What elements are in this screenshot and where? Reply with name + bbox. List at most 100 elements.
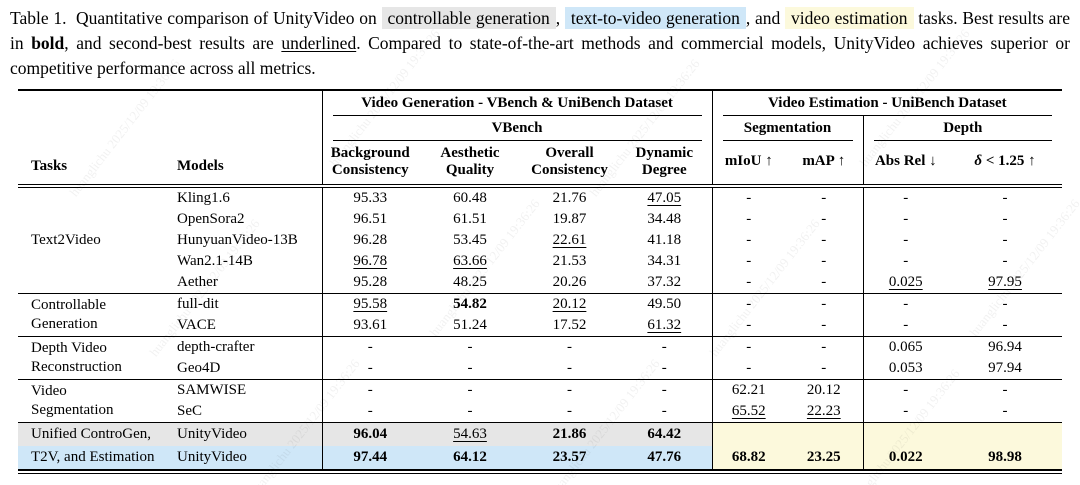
metric-cell: 96.78 <box>321 250 418 272</box>
metric-cell: 62.21 <box>711 378 786 401</box>
metric-cell: 20.12 <box>522 292 617 315</box>
metric-cell: 96.04 <box>321 421 418 446</box>
results-table-wrapper: Tasks Models Video Generation - VBench &… <box>18 88 1063 474</box>
metric-cell: 49.50 <box>617 292 713 315</box>
metric-cell: - <box>617 335 713 358</box>
metric-cell: 0.025 <box>862 271 949 294</box>
metric-cell: 0.022 <box>862 445 949 470</box>
metric-cell: - <box>711 314 786 337</box>
metric-cell: - <box>711 292 786 315</box>
col-header-aesthetic-quality: Aesthetic Quality <box>440 144 500 178</box>
metric-cell: - <box>948 378 1063 401</box>
group-header-video-estimation: Video Estimation - UniBench Dataset <box>711 88 1063 116</box>
table-row: HunyuanVideo-13B 96.28 53.45 22.61 41.18… <box>18 229 1062 251</box>
col-header-tasks: Tasks <box>18 88 170 185</box>
table-row: Depth Video Reconstruction depth-crafter… <box>18 335 1063 380</box>
metric-cell: 51.24 <box>453 316 487 333</box>
metric-cell: 0.065 <box>862 335 949 358</box>
metric-cell: - <box>862 314 949 337</box>
metric-cell <box>711 421 786 446</box>
metric-cell: - <box>862 208 949 230</box>
metric-cell: - <box>862 292 949 315</box>
metric-cell: - <box>711 208 786 230</box>
metric-cell: - <box>862 187 949 209</box>
metric-cell: 0.053 <box>862 357 949 380</box>
metric-cell: - <box>785 292 864 315</box>
metric-cell: 34.31 <box>647 252 682 269</box>
metric-cell: 54.63 <box>418 421 522 446</box>
model-name: UnityVideo <box>170 421 322 446</box>
metric-cell: 34.48 <box>647 210 682 227</box>
metric-cell: 98.98 <box>948 445 1063 470</box>
table-row: Video Segmentation SAMWISE - - - - 62.21… <box>18 378 1063 423</box>
metric-cell: - <box>862 229 949 251</box>
task-label: T2V, and Estimation <box>18 445 170 470</box>
metric-cell: 97.95 <box>988 273 1022 290</box>
task-label: Unified ControGen, <box>18 421 170 446</box>
metric-cell: 53.45 <box>453 231 487 248</box>
metric-cell: 97.44 <box>321 445 418 470</box>
metric-cell: - <box>711 250 786 272</box>
model-name: Aether <box>177 273 218 290</box>
subgroup-header-vbench: VBench <box>321 115 713 141</box>
caption-text-1: Quantitative comparison of UnityVideo on <box>75 8 377 28</box>
model-name: full-dit <box>170 292 322 315</box>
metric-cell: 22.61 <box>552 231 587 248</box>
header-subgroup-row: VBench Segmentation Depth <box>18 115 1063 141</box>
metric-cell: 21.76 <box>552 189 587 206</box>
metric-cell: - <box>522 378 617 401</box>
metric-cell: 96.51 <box>321 208 418 230</box>
metric-cell: 61.32 <box>647 316 682 333</box>
metric-cell: - <box>661 359 667 376</box>
metric-cell: - <box>711 187 786 209</box>
col-header-models: Models <box>170 88 322 185</box>
task-label: Depth Video Reconstruction <box>18 335 170 380</box>
metric-cell: 95.58 <box>321 292 418 315</box>
metric-cell: - <box>862 400 949 423</box>
metric-cell: 23.57 <box>522 445 617 470</box>
metric-cell: - <box>321 335 418 358</box>
metric-cell: - <box>821 210 827 227</box>
metric-cell: 96.28 <box>321 229 418 251</box>
metric-cell: - <box>1002 316 1008 333</box>
metric-cell: - <box>617 378 713 401</box>
metric-cell: - <box>661 402 667 419</box>
bottom-divider <box>18 468 1063 474</box>
metric-cell <box>785 421 864 446</box>
metric-cell: 54.82 <box>418 292 522 315</box>
metric-cell: 41.18 <box>647 231 682 248</box>
metric-cell: - <box>467 402 473 419</box>
model-name: Geo4D <box>177 359 221 376</box>
model-name: HunyuanVideo-13B <box>177 231 298 248</box>
metric-cell: 64.12 <box>418 445 522 470</box>
metric-cell: - <box>821 359 827 376</box>
group-header-video-generation: Video Generation - VBench & UniBench Dat… <box>321 88 713 116</box>
metric-cell: - <box>711 335 786 358</box>
model-name: Wan2.1-14B <box>177 252 253 269</box>
model-name: SeC <box>177 402 203 419</box>
caption-text-3: , and second-best results are <box>64 32 274 53</box>
col-header-background-consistency: Background Consistency <box>321 140 418 185</box>
highlight-video-estimation: video estimation <box>784 7 914 29</box>
col-header-map: mAP ↑ <box>802 153 846 170</box>
task-label: Controllable Generation <box>18 292 170 337</box>
metric-cell: - <box>785 335 864 358</box>
metric-cell: 95.33 <box>321 187 418 209</box>
col-header-abs-rel: Abs Rel ↓ <box>862 140 949 185</box>
metric-cell: - <box>467 359 473 376</box>
table-row: Wan2.1-14B 96.78 63.66 21.53 34.31 - - -… <box>18 250 1062 272</box>
metric-cell: - <box>321 400 418 423</box>
metric-cell: - <box>821 316 827 333</box>
metric-cell: - <box>948 292 1063 315</box>
model-name: VACE <box>177 316 216 333</box>
metric-cell: 60.48 <box>453 189 487 206</box>
results-table: Tasks Models Video Generation - VBench &… <box>18 88 1063 474</box>
metric-cell: 17.52 <box>552 316 587 333</box>
model-name: OpenSora2 <box>177 210 245 227</box>
metric-cell: 68.82 <box>711 445 786 470</box>
subgroup-header-segmentation: Segmentation <box>711 115 864 141</box>
metric-cell: - <box>711 229 786 251</box>
highlight-text-to-video-generation: text-to-video generation <box>564 7 746 29</box>
table-row: Controllable Generation full-dit 95.58 5… <box>18 292 1063 337</box>
